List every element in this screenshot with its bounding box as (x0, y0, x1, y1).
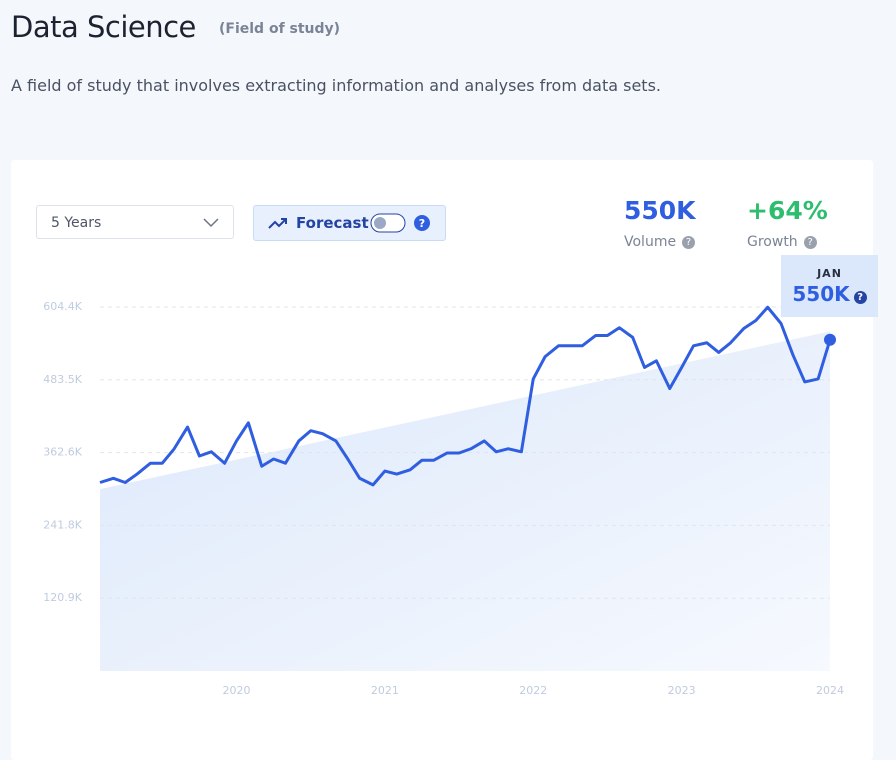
volume-label: Volume (624, 234, 677, 250)
growth-value: +64% (747, 196, 828, 225)
title: Data Science (11, 10, 196, 44)
range-text: 5 Years (51, 215, 102, 231)
data-line (99, 305, 832, 487)
x-tick-label: 2024 (816, 684, 844, 697)
svg-text:?: ? (419, 217, 425, 230)
y-tick-label: 120.9K (43, 591, 82, 604)
last-point (824, 333, 836, 346)
y-tick-label: 241.8K (43, 518, 82, 531)
trend-area (100, 331, 830, 671)
range-dropdown[interactable]: 5 Years (36, 205, 234, 239)
growth-label-row: Growth? (747, 234, 817, 250)
x-tick-label: 2021 (371, 684, 399, 697)
x-tick-label: 2020 (223, 684, 251, 697)
forecast-text: Forecast (296, 214, 369, 232)
y-tick-label: 604.4K (43, 300, 82, 313)
volume-label-row: Volume? (624, 234, 696, 250)
help-icon: ? (414, 215, 430, 231)
forecast-button[interactable]: Forecast ? (253, 205, 446, 241)
description: A field of study that involves extractin… (11, 76, 661, 95)
tooltip-value: 550K (792, 282, 850, 306)
tooltip-value-row: 550K? (781, 282, 878, 306)
tooltip: JAN 550K? (781, 255, 878, 317)
x-tick-label: 2022 (519, 684, 547, 697)
toggle[interactable] (370, 213, 406, 233)
trend-icon (268, 218, 287, 229)
volume-value: 550K (624, 196, 696, 225)
chevron (203, 218, 219, 228)
x-tick-label: 2023 (668, 684, 696, 697)
tooltip-month: JAN (817, 267, 842, 280)
growth-label: Growth (747, 234, 798, 250)
tag: (Field of study) (219, 21, 341, 37)
y-tick-label: 483.5K (43, 373, 82, 386)
y-tick-label: 362.6K (43, 446, 82, 459)
